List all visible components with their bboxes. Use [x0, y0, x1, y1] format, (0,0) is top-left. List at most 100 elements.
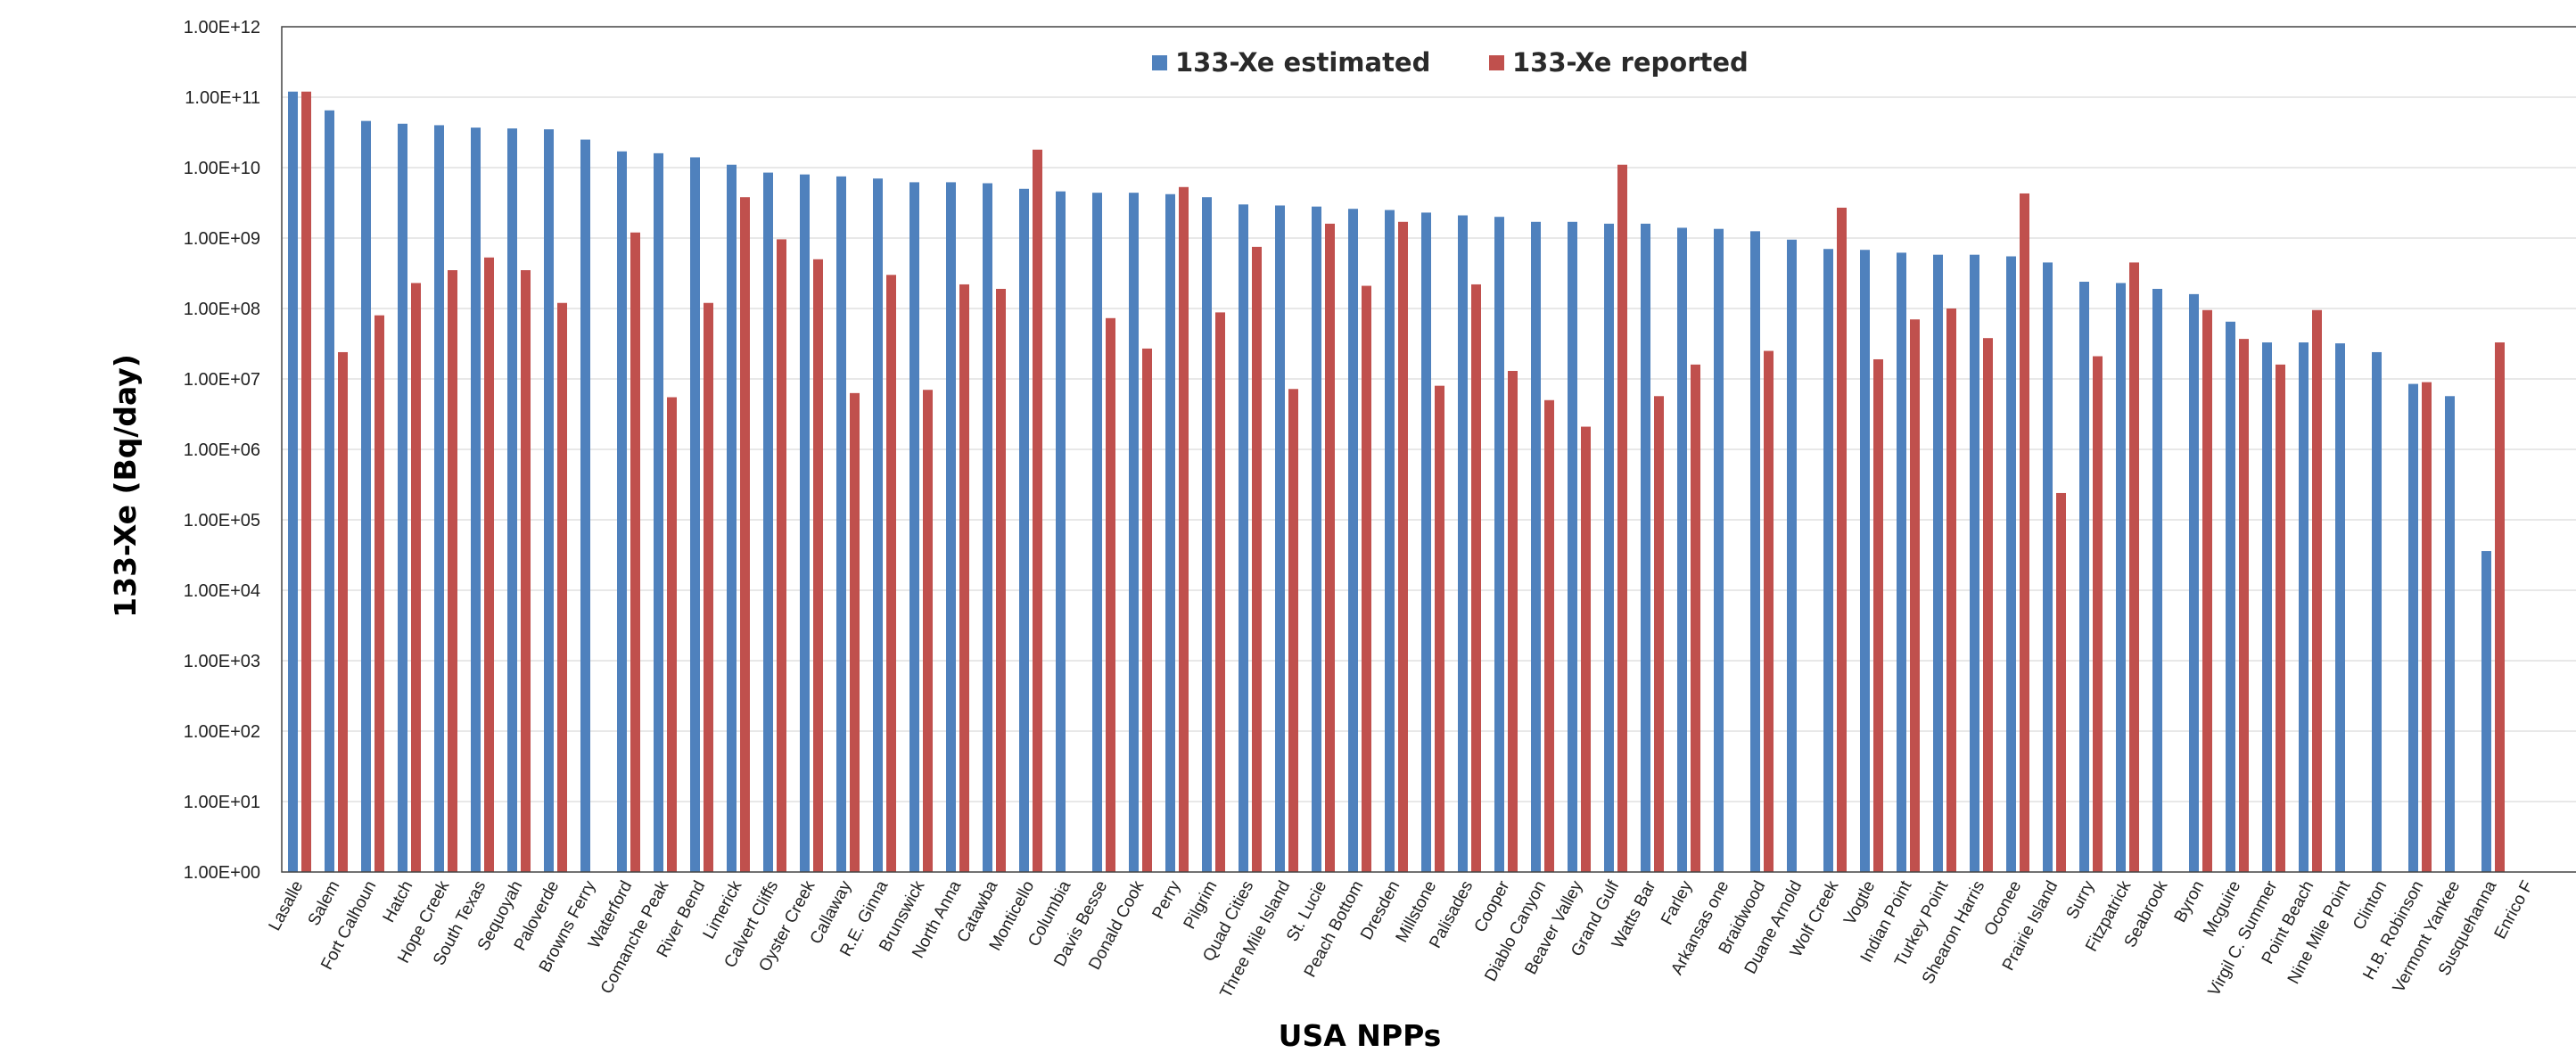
- bar-reported: [1983, 338, 1993, 872]
- x-category-label: Vogtle: [1840, 877, 1879, 928]
- x-category-label: Salem: [305, 877, 344, 928]
- y-tick-label: 1.00E+08: [184, 300, 260, 319]
- bar-estimated: [1641, 223, 1650, 873]
- bar-reported: [923, 390, 933, 872]
- y-axis-ticks: 1.00E+00 1.00E+01 1.00E+02 1.00E+03 1.00E+04…: [184, 18, 260, 883]
- bar-reported: [1106, 317, 1115, 872]
- bar-reported: [484, 257, 494, 872]
- bar-estimated: [873, 178, 883, 873]
- bar-estimated: [1019, 188, 1029, 872]
- bar-estimated: [1823, 249, 1833, 872]
- bar-estimated: [1458, 215, 1468, 872]
- bar-reported: [2495, 342, 2505, 873]
- bar-estimated: [946, 182, 956, 872]
- bar-reported: [1946, 308, 1956, 872]
- bar-estimated: [836, 176, 846, 872]
- bar-estimated: [1239, 204, 1248, 872]
- legend-swatch-estimated: [1152, 55, 1167, 70]
- bar-reported: [1142, 348, 1152, 873]
- bar-estimated: [983, 183, 992, 872]
- bar-estimated: [2408, 383, 2418, 872]
- bar-estimated: [2189, 293, 2199, 872]
- bar-estimated: [361, 120, 371, 872]
- bar-estimated: [288, 91, 298, 872]
- bar-reported: [1654, 396, 1664, 872]
- bar-reported: [740, 197, 750, 873]
- bar-reported: [1544, 399, 1554, 872]
- bar-reported: [374, 315, 384, 872]
- bar-estimated: [690, 157, 700, 873]
- bar-reported: [1873, 358, 1883, 872]
- bar-estimated: [1494, 217, 1504, 872]
- bar-reported: [1617, 164, 1627, 872]
- bar-reported: [630, 232, 640, 872]
- y-tick-label: 1.00E+11: [185, 88, 260, 108]
- legend: 133-Xe estimated 133-Xe reported: [1152, 47, 1749, 78]
- bar-estimated: [1750, 231, 1760, 872]
- bar-estimated: [1970, 254, 1979, 872]
- bar-estimated: [617, 151, 627, 872]
- legend-label-reported: 133-Xe reported: [1512, 47, 1749, 78]
- bar-reported: [1033, 149, 1042, 872]
- legend-swatch-reported: [1489, 55, 1504, 70]
- x-category-label: Lasalle: [266, 877, 308, 934]
- bar-estimated: [1604, 223, 1614, 873]
- bar-estimated: [654, 152, 663, 873]
- bar-reported: [1325, 223, 1335, 873]
- x-axis-title: USA NPPs: [1279, 1018, 1442, 1053]
- bar-reported: [1179, 186, 1189, 872]
- bar-reported: [338, 351, 348, 872]
- bar-reported: [2093, 356, 2103, 872]
- y-tick-label: 1.00E+07: [184, 370, 260, 390]
- bar-estimated: [909, 182, 919, 872]
- x-category-label: Surry: [2063, 877, 2099, 922]
- bar-reported: [2276, 364, 2285, 872]
- bar-reported: [521, 270, 531, 872]
- bar-estimated: [2335, 343, 2345, 872]
- bar-reported: [704, 302, 713, 872]
- bar-estimated: [1348, 209, 1358, 872]
- bar-reported: [1471, 284, 1481, 872]
- bar-estimated: [1165, 193, 1175, 872]
- bar-estimated: [2299, 342, 2309, 873]
- y-tick-label: 1.00E+10: [184, 159, 260, 178]
- bar-estimated: [580, 139, 590, 872]
- y-tick-label: 1.00E+06: [184, 440, 260, 460]
- bar-estimated: [1897, 252, 1906, 872]
- bar-reported: [2312, 309, 2322, 872]
- bars: [288, 91, 2505, 873]
- bar-estimated: [507, 128, 517, 872]
- y-tick-label: 1.00E+02: [184, 722, 260, 742]
- bar-estimated: [2116, 283, 2126, 873]
- bar-estimated: [763, 172, 773, 872]
- bar-estimated: [2481, 551, 2491, 872]
- bar-estimated: [1129, 193, 1139, 872]
- plot-frame: [281, 26, 2576, 873]
- x-category-label: Farley: [1658, 877, 1697, 928]
- bar-estimated: [1312, 206, 1321, 873]
- y-tick-label: 1.00E+00: [184, 863, 260, 883]
- legend-label-estimated: 133-Xe estimated: [1175, 47, 1430, 78]
- bar-estimated: [2226, 321, 2235, 872]
- bar-estimated: [2262, 342, 2272, 873]
- bar-reported: [1288, 389, 1298, 872]
- bar-reported: [2020, 193, 2029, 872]
- x-category-label: Byron: [2171, 877, 2209, 925]
- bar-reported: [959, 284, 969, 872]
- bar-reported: [996, 288, 1006, 872]
- bar-reported: [1362, 285, 1371, 872]
- bar-estimated: [544, 129, 554, 873]
- bar-reported: [2202, 309, 2212, 872]
- bar-estimated: [1275, 205, 1285, 872]
- bar-estimated: [325, 110, 334, 872]
- bar-reported: [1435, 385, 1444, 872]
- bar-reported: [2129, 262, 2139, 872]
- y-tick-label: 1.00E+04: [184, 581, 260, 601]
- bar-reported: [1764, 350, 1774, 872]
- x-category-label: Pilgrim: [1181, 877, 1222, 932]
- bar-reported: [777, 239, 786, 872]
- bar-reported: [850, 392, 860, 873]
- bar-estimated: [1787, 239, 1797, 872]
- bar-estimated: [1933, 254, 1943, 872]
